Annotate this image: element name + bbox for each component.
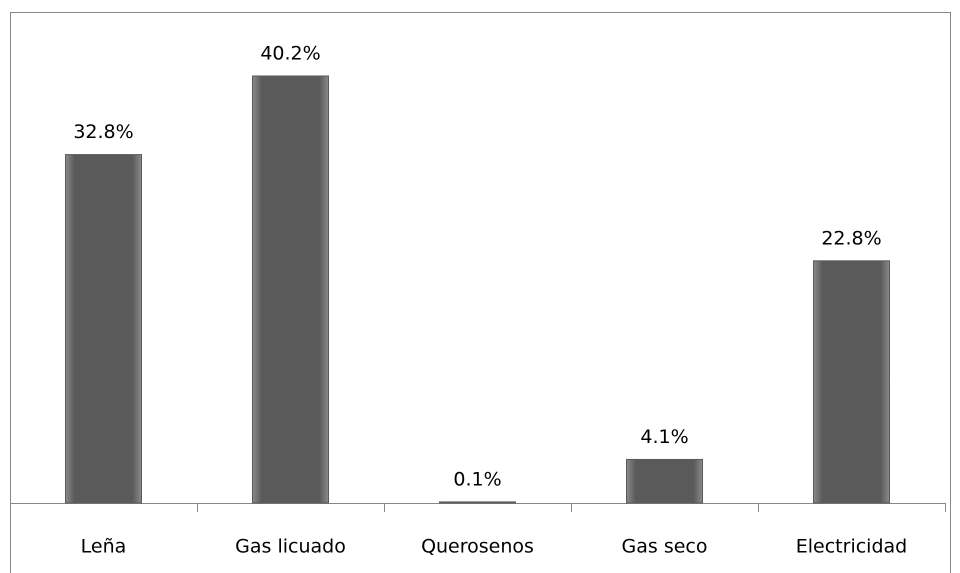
bar xyxy=(439,501,516,504)
data-label: 4.1% xyxy=(640,426,688,448)
x-tick-label: Gas licuado xyxy=(235,536,346,558)
data-label: 22.8% xyxy=(821,227,881,249)
bar xyxy=(252,75,329,504)
data-label: 32.8% xyxy=(73,121,133,143)
bar xyxy=(626,458,703,504)
x-tick-label: Querosenos xyxy=(421,536,534,558)
data-label: 0.1% xyxy=(453,468,501,490)
x-tick-label: Leña xyxy=(81,536,127,558)
bar xyxy=(813,260,890,504)
chart-border xyxy=(10,12,951,573)
x-tick-label: Gas seco xyxy=(622,536,708,558)
data-label: 40.2% xyxy=(260,42,320,64)
x-tick-label: Electricidad xyxy=(796,536,907,558)
bar xyxy=(65,154,142,504)
